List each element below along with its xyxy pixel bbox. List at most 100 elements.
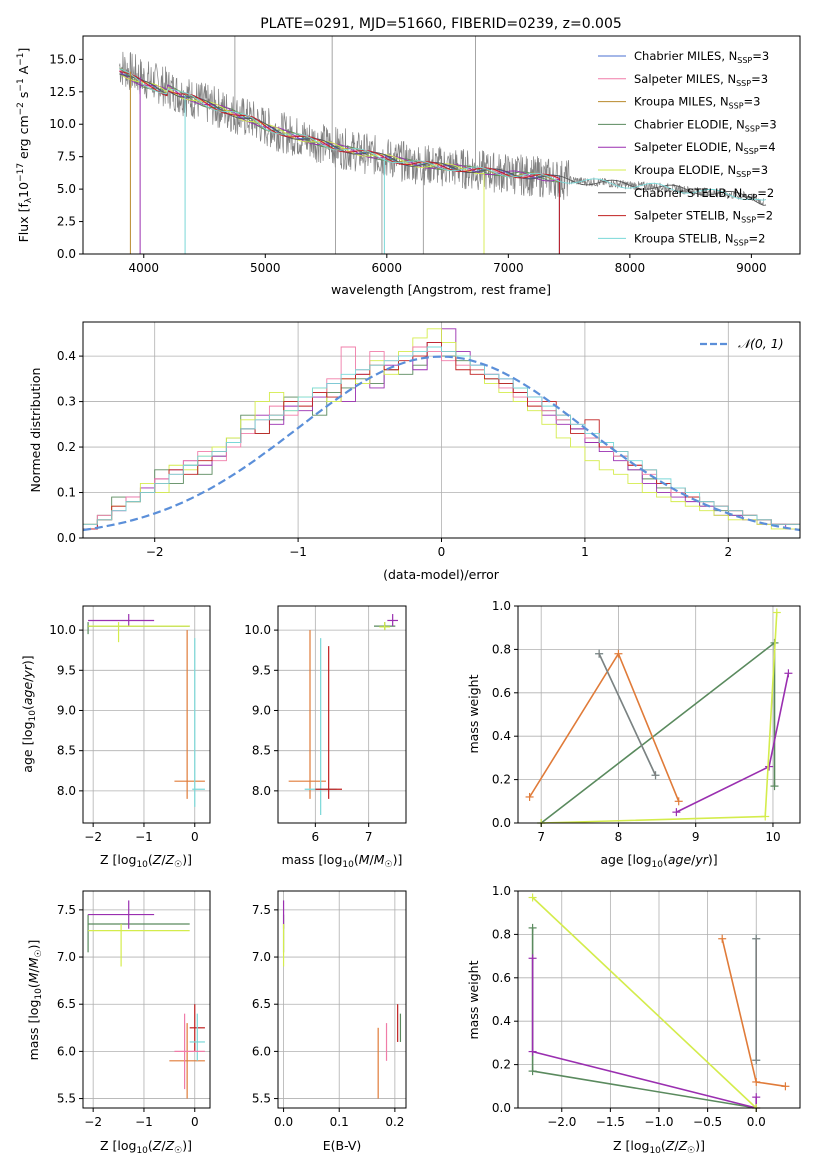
y-tick-label: 0.0 [57,531,76,545]
z-age-panel: −2 −1 0 8.0 8.5 9.0 9.5 10.0 Z [log10(Z/Z☉)] ag… [20,605,211,870]
y-tick-label: 7.5 [57,150,76,164]
spectrum-plot [119,36,767,254]
x-tick-label: −2.0 [547,1115,576,1129]
y-tick-label: 15.0 [49,52,76,66]
y-tick-label: 7.0 [252,950,271,964]
z-weight-ticks: −2.0 −1.5 −1.0 −0.5 0.0 0.0 0.2 0.4 0.6 0.8 1.0 [492,884,766,1129]
y-tick-label: 5.0 [57,182,76,196]
x-tick-label: 8000 [615,261,646,275]
y-tick-label: 2.5 [57,215,76,229]
x-tick-label: −1.5 [596,1115,625,1129]
legend-label: Salpeter STELIB, NSSP=2 [634,209,773,225]
z-weight-xlabel: Z [log10(Z/Z☉)] [613,1138,705,1156]
spectrum-xlabel: wavelength [Angstrom, rest frame] [331,282,551,297]
y-tick-label: 0.0 [492,816,511,830]
z-age-ticks: −2 −1 0 8.0 8.5 9.0 9.5 10.0 [49,623,198,844]
spectrum-title: PLATE=0291, MJD=51660, FIBERID=0239, z=0… [260,16,622,32]
y-tick-label: 0.4 [492,1014,511,1028]
y-tick-label: 9.0 [57,703,76,717]
ebv-mass-xlabel: E(B-V) [323,1138,362,1153]
y-tick-label: 7.0 [57,950,76,964]
x-tick-label: 0 [438,545,446,559]
legend-label: Chabrier STELIB, NSSP=2 [634,186,774,202]
model-spectrum-line [119,68,767,201]
x-tick-label: 7000 [493,261,524,275]
z-age-ylabel: age [log10(age/yr)] [20,655,38,772]
z-mass-ticks: −2 −1 0 5.5 6.0 6.5 7.0 7.5 [57,903,199,1129]
spectrum-legend: Chabrier MILES, NSSP=3 Salpeter MILES, NS… [598,49,777,247]
spectrum-frame [82,35,801,255]
spectrum-ylabel: Flux [fλ10−17 erg cm−2 s−1 A−1] [16,48,34,243]
residual-histogram-panel: −2 −1 0 1 2 0.0 0.1 0.2 0.3 0.4 (data-model)/erro… [28,321,801,582]
y-tick-label: 9.5 [252,663,271,677]
y-tick-label: 5.5 [252,1092,271,1106]
x-tick-label: 0 [191,830,199,844]
y-tick-label: 10.0 [49,117,76,131]
ebv-mass-frame [277,890,407,1109]
x-tick-label: −2 [84,1115,102,1129]
legend-label: 𝒩(0, 1) [738,336,784,351]
x-tick-label: −1 [135,830,153,844]
legend-label: Chabrier MILES, NSSP=3 [634,49,769,65]
x-tick-label: 0 [191,1115,199,1129]
histogram-plot [83,328,800,538]
x-tick-label: −0.5 [693,1115,722,1129]
legend-label: Kroupa MILES, NSSP=3 [634,95,760,111]
weight-line [598,653,657,776]
z-weight-ylabel: mass weight [466,960,481,1039]
x-tick-label: 7 [537,830,545,844]
ebv-mass-ticks: 0.0 0.1 0.2 5.5 6.0 6.5 7.0 7.5 [252,903,405,1129]
y-tick-label: 0.1 [57,486,76,500]
observed-spectrum [119,51,764,206]
age-weight-frame [517,605,801,824]
z-age-plot [87,614,205,807]
legend-label: Kroupa STELIB, NSSP=2 [634,231,765,247]
y-tick-label: 9.5 [57,663,76,677]
y-tick-label: 6.5 [57,997,76,1011]
weight-line [531,958,758,1110]
x-tick-label: 6 [312,830,320,844]
legend-label: Salpeter ELODIE, NSSP=4 [634,140,776,156]
x-tick-label: 9 [692,830,700,844]
ebv-mass-panel: 0.0 0.1 0.2 5.5 6.0 6.5 7.0 7.5 E(B-V) [252,890,407,1153]
legend-label: Salpeter MILES, NSSP=3 [634,72,768,88]
weight-line [532,896,757,1109]
x-tick-label: 6000 [372,261,403,275]
spectrum-ticks: 4000 5000 6000 7000 8000 9000 0.0 2.5 5.0 7.5 10.0… [49,52,766,275]
y-tick-label: 6.5 [252,997,271,1011]
y-tick-label: 8.0 [252,784,271,798]
y-tick-label: 8.5 [252,744,271,758]
mass-age-plot [288,614,398,815]
y-tick-label: 0.6 [492,971,511,985]
x-tick-label: −1 [289,545,307,559]
age-weight-panel: 7 8 9 10 0.0 0.2 0.4 0.6 0.8 1.0 age [log10(age/y… [466,599,801,870]
x-tick-label: 0.0 [274,1115,293,1129]
normal-curve [83,355,800,532]
age-weight-plot [525,608,793,827]
y-tick-label: 10.0 [49,623,76,637]
y-tick-label: 0.8 [492,642,511,656]
y-tick-label: 0.2 [57,440,76,454]
x-tick-label: 10 [765,830,780,844]
y-tick-label: 1.0 [492,884,511,898]
z-mass-frame [82,890,211,1109]
y-tick-label: 8.5 [57,744,76,758]
spectrum-panel: PLATE=0291, MJD=51660, FIBERID=0239, z=0… [16,16,801,297]
y-tick-label: 0.0 [57,247,76,261]
x-tick-label: 2 [724,545,732,559]
ebv-mass-plot [282,900,402,1099]
y-tick-label: 9.0 [252,703,271,717]
spectrum-lines [119,36,767,254]
y-tick-label: 12.5 [49,85,76,99]
z-mass-ylabel: mass [log10(M/M☉)] [26,940,44,1061]
y-tick-label: 5.5 [57,1092,76,1106]
y-tick-label: 0.3 [57,395,76,409]
age-weight-ylabel: mass weight [466,674,481,753]
z-mass-plot [87,900,205,1099]
mass-age-xlabel: mass [log10(M/M☉)] [282,852,403,870]
y-tick-label: 7.5 [57,903,76,917]
x-tick-label: 0.0 [747,1115,766,1129]
z-age-xlabel: Z [log10(Z/Z☉)] [100,852,192,870]
y-tick-label: 6.0 [252,1044,271,1058]
